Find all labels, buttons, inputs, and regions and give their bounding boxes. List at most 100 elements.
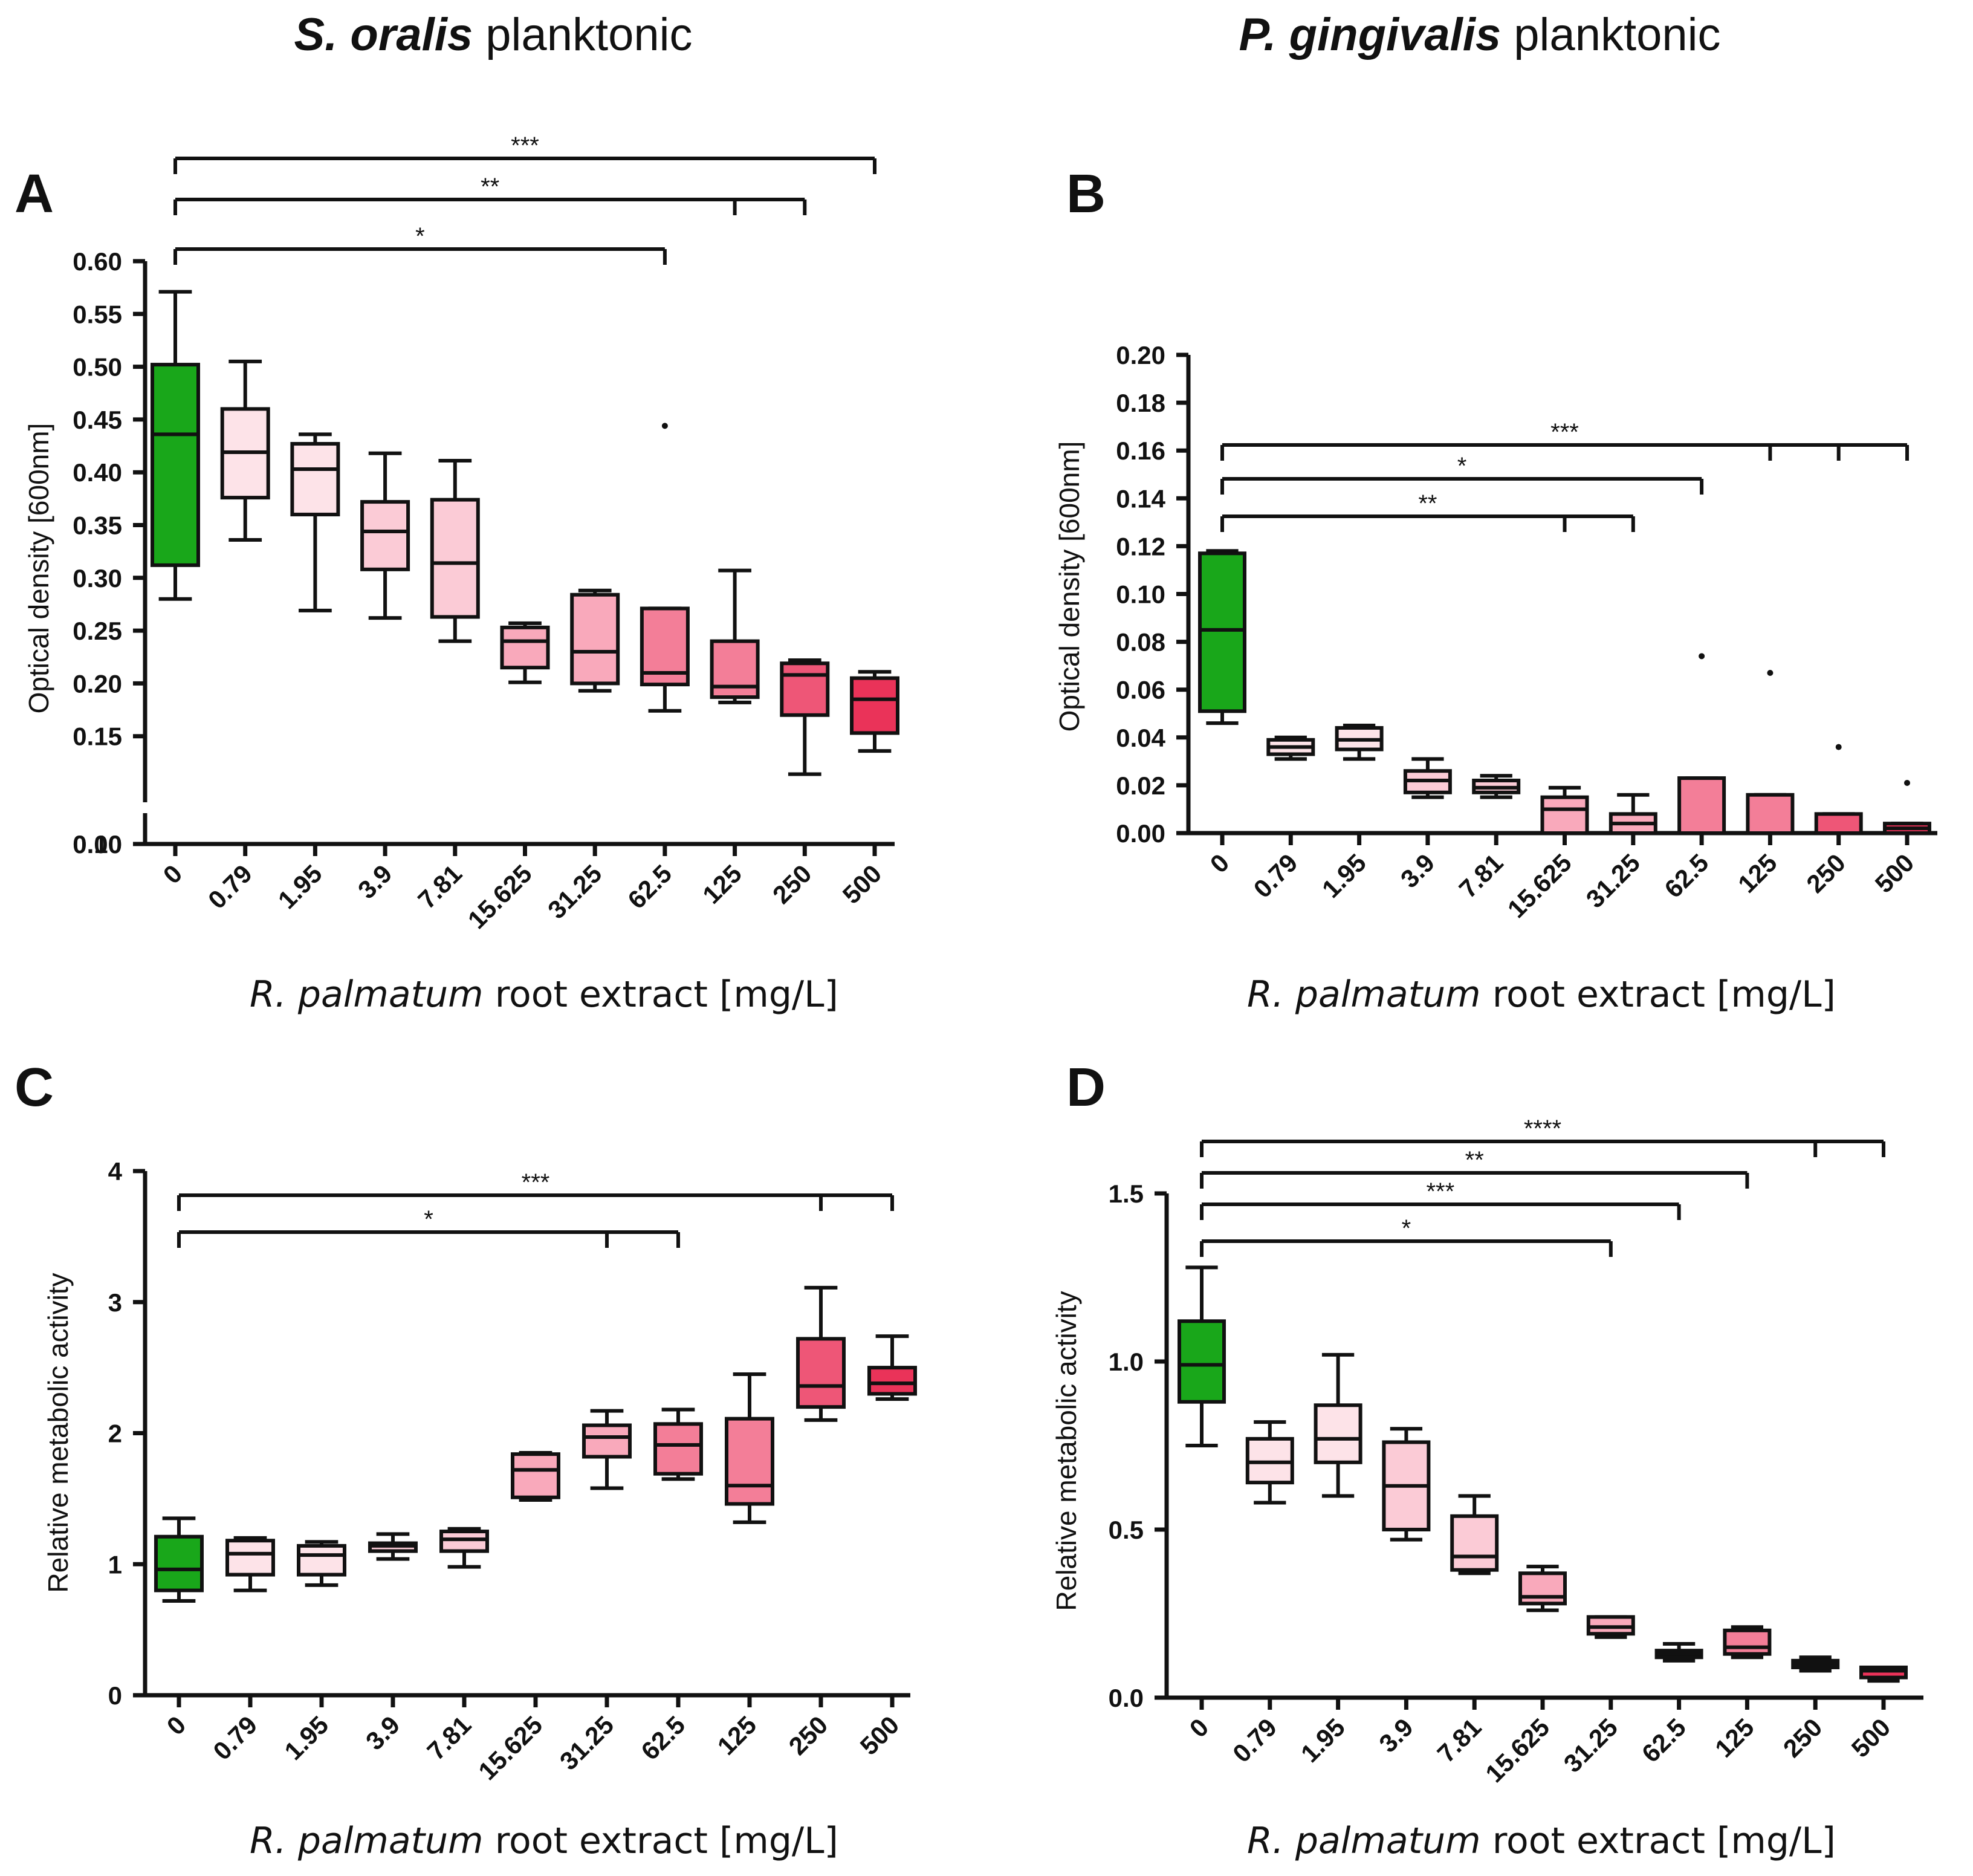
x-tick-label: 0.79	[207, 1710, 262, 1765]
y-axis-label: Optical density [600nm]	[23, 423, 54, 714]
x-tick-label: 0	[161, 1710, 192, 1741]
box-iqr	[360, 500, 410, 571]
y-tick-label: 0.08	[1116, 628, 1165, 657]
y-tick-label: 0.35	[73, 511, 122, 540]
outlier-point	[1699, 653, 1705, 660]
y-tick-label: 0.50	[73, 353, 122, 381]
x-tick-label: 0.79	[1227, 1713, 1282, 1768]
x-tick-label: 7.81	[1454, 848, 1509, 903]
box-0	[1178, 1265, 1226, 1447]
panel-letter-c: C	[15, 1057, 54, 1118]
significance-label: ***	[1550, 419, 1579, 446]
box-31.25	[1609, 793, 1657, 835]
box-iqr	[439, 1530, 489, 1553]
species-name: S. oralis	[294, 9, 473, 60]
box-500	[1859, 1665, 1908, 1683]
y-tick-label: 0.10	[1116, 580, 1165, 609]
x-label-rest: root extract [mg/L]	[1492, 973, 1836, 1016]
box-1.95	[290, 432, 340, 612]
x-tick-label: 15.625	[462, 859, 537, 934]
significance-bracket: *	[173, 223, 667, 265]
x-axis-label-b: R. palmatum root extract [mg/L]	[1028, 973, 1973, 1016]
significance-label: ***	[511, 132, 539, 159]
box-7.81	[1472, 774, 1521, 799]
box-31.25	[582, 1409, 632, 1490]
outlier-point	[1835, 744, 1842, 750]
box-0	[151, 290, 200, 601]
x-axis-label-d: R. palmatum root extract [mg/L]	[1028, 1820, 1973, 1862]
x-tick-label: 7.81	[412, 859, 467, 914]
x-label-rest: root extract [mg/L]	[494, 1820, 838, 1862]
box-62.5	[1677, 653, 1726, 836]
x-tick-label: 250	[767, 859, 817, 909]
box-250	[1814, 744, 1863, 835]
significance-label: **	[481, 174, 499, 200]
significance-bracket: ***	[1220, 419, 1909, 461]
x-tick-label: 0.79	[202, 859, 258, 914]
y-tick-label: 0.16	[1116, 437, 1165, 465]
box-125	[725, 1372, 774, 1524]
x-tick-label: 125	[712, 1710, 762, 1761]
x-label-italic: R. palmatum	[250, 973, 484, 1016]
box-iqr	[867, 1366, 917, 1396]
x-tick-label: 125	[1709, 1713, 1760, 1763]
box-iqr	[430, 498, 480, 619]
x-tick-label: 7.81	[421, 1710, 476, 1765]
y-axis-label: Optical density [600nm]	[1054, 441, 1085, 732]
box-iqr	[1314, 1403, 1362, 1464]
outlier-point	[661, 423, 668, 429]
y-tick-label: 1	[108, 1550, 122, 1579]
box-iqr	[151, 363, 200, 567]
box-500	[1883, 779, 1931, 836]
y-tick-label: 0.30	[73, 564, 122, 592]
significance-bracket: ***	[173, 132, 876, 174]
box-iqr	[582, 1423, 632, 1459]
significance-label: *	[415, 223, 425, 250]
box-0.79	[1245, 1420, 1294, 1505]
x-tick-label: 0	[158, 859, 188, 889]
significance-label: ***	[522, 1169, 550, 1196]
x-tick-label: 15.625	[473, 1710, 548, 1785]
significance-label: *	[424, 1206, 433, 1233]
x-tick-label: 3.9	[360, 1710, 406, 1756]
box-1.95	[1335, 724, 1384, 761]
box-15.625	[500, 621, 550, 684]
box-0.79	[225, 1536, 275, 1592]
y-tick-label: 0.04	[1116, 724, 1165, 752]
x-tick-label: 250	[1778, 1713, 1828, 1763]
significance-label: *	[1457, 453, 1467, 479]
box-250	[796, 1285, 846, 1422]
chart-panel-c: 0 1 2 3 4 Relative metabolic activity 0 0.79 1.9…	[42, 1157, 917, 1785]
x-tick-label: 3.9	[1395, 848, 1440, 894]
x-tick-label: 125	[1732, 848, 1783, 898]
y-tick-label: 0.20	[1116, 341, 1165, 369]
box-125	[1746, 670, 1795, 835]
y-tick-label: 0.55	[73, 300, 122, 328]
x-tick-label: 500	[855, 1710, 905, 1761]
panel-letter-d: D	[1066, 1057, 1106, 1118]
x-tick-label: 62.5	[635, 1710, 690, 1765]
y-tick-label: 1.5	[1109, 1180, 1144, 1208]
box-iqr	[511, 1452, 560, 1499]
box-iqr	[154, 1534, 204, 1592]
box-0	[1198, 549, 1246, 725]
box-3.9	[368, 1532, 418, 1561]
x-tick-label: 31.25	[1581, 848, 1646, 914]
x-tick-label: 62.5	[1659, 848, 1714, 903]
box-iqr	[1677, 776, 1726, 836]
significance-label: *	[1402, 1215, 1411, 1242]
box-iqr	[1814, 812, 1863, 835]
x-tick-label: 62.5	[1636, 1713, 1691, 1768]
box-iqr	[850, 676, 899, 735]
chart-panel-d: 0.0 0.5 1.0 1.5 Relative metabolic activity 0…	[1051, 1115, 1923, 1788]
y-tick-label: 0	[108, 1681, 122, 1710]
box-3.9	[1403, 757, 1452, 799]
box-7.81	[430, 458, 480, 643]
x-tick-label: 7.81	[1432, 1713, 1487, 1768]
y-tick-label: 0.14	[1116, 484, 1165, 513]
x-tick-label: 62.5	[622, 859, 677, 914]
y-tick-label: 0.10	[73, 830, 122, 858]
x-tick-label: 1.95	[273, 859, 328, 914]
box-iqr	[1540, 795, 1589, 836]
